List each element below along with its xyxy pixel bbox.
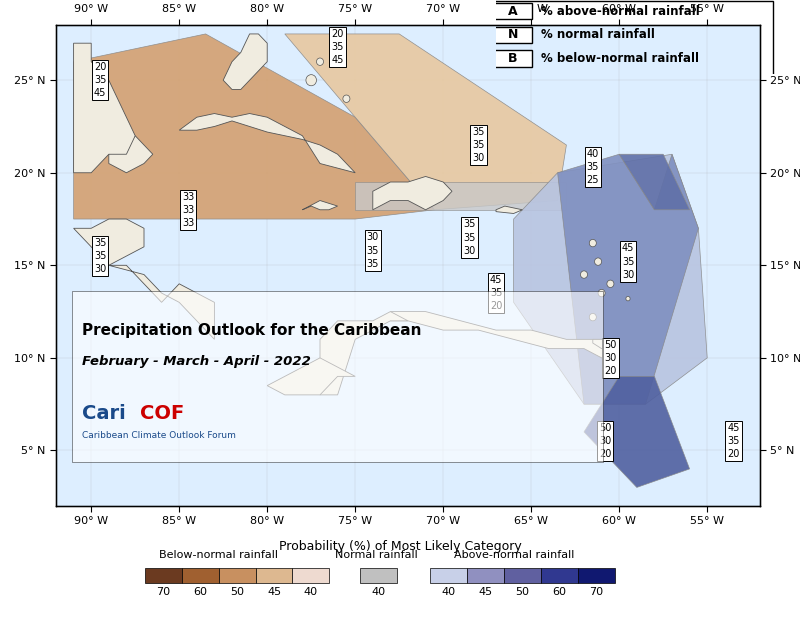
Text: Precipitation Outlook for the Caribbean: Precipitation Outlook for the Caribbean: [82, 323, 422, 337]
Bar: [255, 568, 293, 583]
Text: 45
35
30: 45 35 30: [622, 244, 634, 280]
Bar: [430, 568, 467, 583]
Text: 35
35
30: 35 35 30: [94, 238, 106, 274]
FancyBboxPatch shape: [493, 3, 533, 19]
Polygon shape: [267, 358, 355, 395]
Text: 45
35
20: 45 35 20: [727, 423, 740, 459]
Polygon shape: [584, 376, 690, 487]
Bar: [467, 568, 504, 583]
Bar: [218, 568, 255, 583]
Circle shape: [626, 296, 630, 301]
Polygon shape: [496, 206, 522, 213]
Circle shape: [594, 258, 602, 265]
Polygon shape: [74, 219, 144, 265]
Polygon shape: [593, 339, 610, 349]
Circle shape: [317, 58, 323, 65]
Circle shape: [607, 280, 614, 288]
Polygon shape: [320, 312, 408, 395]
Text: 30
35
35: 30 35 35: [366, 233, 379, 268]
Text: % below-normal rainfall: % below-normal rainfall: [541, 52, 699, 65]
Polygon shape: [558, 154, 698, 404]
Text: Probability (%) of Most Likely Category: Probability (%) of Most Likely Category: [278, 540, 522, 553]
Polygon shape: [390, 312, 619, 358]
Circle shape: [581, 271, 587, 278]
Text: 33
33
33: 33 33 33: [182, 192, 194, 228]
Circle shape: [334, 48, 342, 57]
Polygon shape: [302, 201, 338, 210]
Text: 70: 70: [590, 587, 604, 597]
Bar: [360, 568, 397, 583]
FancyBboxPatch shape: [493, 51, 533, 67]
Text: 60: 60: [553, 587, 566, 597]
Bar: [182, 568, 218, 583]
Text: 60: 60: [193, 587, 207, 597]
Circle shape: [590, 313, 596, 321]
Polygon shape: [355, 182, 566, 210]
Text: 70: 70: [156, 587, 170, 597]
Polygon shape: [223, 34, 267, 89]
Text: Cari: Cari: [82, 404, 126, 423]
Text: 50
30
20: 50 30 20: [604, 340, 617, 376]
Polygon shape: [619, 154, 690, 210]
Text: Above-normal rainfall: Above-normal rainfall: [454, 550, 574, 560]
Text: A: A: [508, 4, 518, 18]
Text: 35
35
30: 35 35 30: [472, 127, 485, 163]
Text: 50: 50: [230, 587, 244, 597]
Text: Normal rainfall: Normal rainfall: [335, 550, 418, 560]
Bar: [293, 568, 330, 583]
Polygon shape: [109, 265, 214, 339]
Text: 40: 40: [304, 587, 318, 597]
Text: 45: 45: [267, 587, 281, 597]
Text: 45
35
20: 45 35 20: [490, 275, 502, 311]
Text: % above-normal rainfall: % above-normal rainfall: [541, 4, 699, 18]
Text: Caribbean Climate Outlook Forum: Caribbean Climate Outlook Forum: [82, 431, 236, 440]
Polygon shape: [373, 176, 452, 210]
Bar: [578, 568, 615, 583]
Text: B: B: [508, 52, 518, 65]
Text: 40
35
25: 40 35 25: [586, 149, 599, 185]
Circle shape: [343, 95, 350, 102]
Text: 35
35
30: 35 35 30: [463, 220, 476, 255]
Text: N: N: [508, 28, 518, 41]
Text: 50: 50: [516, 587, 530, 597]
Polygon shape: [514, 154, 707, 404]
Polygon shape: [179, 114, 355, 173]
Polygon shape: [285, 34, 566, 210]
Circle shape: [306, 75, 317, 86]
Text: 20
35
45: 20 35 45: [94, 62, 106, 98]
Text: Below-normal rainfall: Below-normal rainfall: [159, 550, 278, 560]
Text: 40: 40: [442, 587, 456, 597]
Bar: [541, 568, 578, 583]
Text: 45: 45: [478, 587, 493, 597]
Text: COF: COF: [141, 404, 185, 423]
Polygon shape: [74, 43, 135, 173]
Circle shape: [590, 239, 596, 247]
Text: 20
35
45: 20 35 45: [331, 29, 344, 65]
Circle shape: [598, 289, 605, 297]
Text: % normal rainfall: % normal rainfall: [541, 28, 654, 41]
Polygon shape: [109, 136, 153, 173]
Bar: [504, 568, 541, 583]
Text: 50
30
20: 50 30 20: [599, 423, 611, 459]
Text: 40: 40: [371, 587, 386, 597]
Polygon shape: [74, 34, 434, 219]
FancyBboxPatch shape: [493, 27, 533, 43]
Text: February - March - April - 2022: February - March - April - 2022: [82, 355, 311, 368]
Bar: [145, 568, 182, 583]
FancyBboxPatch shape: [72, 291, 603, 462]
